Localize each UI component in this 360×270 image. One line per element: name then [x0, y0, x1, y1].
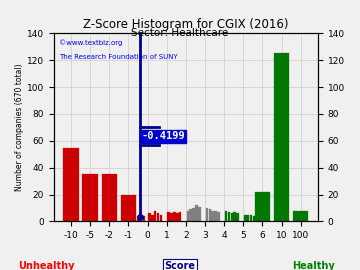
Bar: [250, 215, 252, 221]
Bar: [217, 212, 220, 221]
Text: Sector: Healthcare: Sector: Healthcare: [131, 28, 229, 38]
Bar: [160, 215, 162, 221]
Bar: [173, 212, 176, 221]
Bar: [148, 213, 151, 221]
Bar: [131, 217, 134, 221]
Text: The Research Foundation of SUNY: The Research Foundation of SUNY: [59, 54, 178, 60]
Bar: [154, 211, 157, 221]
Bar: [274, 53, 289, 221]
Bar: [244, 215, 247, 221]
Bar: [63, 147, 78, 221]
Bar: [293, 211, 309, 221]
Bar: [253, 216, 255, 221]
Bar: [225, 211, 228, 221]
Text: ©www.textbiz.org: ©www.textbiz.org: [59, 39, 122, 46]
Bar: [167, 212, 170, 221]
Bar: [206, 208, 208, 221]
Title: Z-Score Histogram for CGIX (2016): Z-Score Histogram for CGIX (2016): [83, 18, 289, 31]
Bar: [247, 215, 249, 221]
Bar: [170, 213, 173, 221]
Bar: [134, 216, 136, 221]
Text: Unhealthy: Unhealthy: [19, 261, 75, 270]
Bar: [214, 211, 217, 221]
Bar: [140, 215, 142, 221]
Bar: [234, 212, 236, 221]
Y-axis label: Number of companies (670 total): Number of companies (670 total): [15, 63, 24, 191]
Bar: [195, 205, 198, 221]
Bar: [102, 174, 117, 221]
Bar: [179, 212, 181, 221]
Bar: [192, 208, 195, 221]
Text: Score: Score: [165, 261, 195, 270]
Bar: [258, 217, 261, 221]
Bar: [157, 213, 159, 221]
Bar: [211, 211, 214, 221]
Bar: [189, 209, 192, 221]
Text: Healthy: Healthy: [292, 261, 334, 270]
Bar: [231, 213, 233, 221]
Bar: [186, 211, 189, 221]
Bar: [82, 174, 98, 221]
Bar: [208, 209, 211, 221]
Bar: [255, 192, 270, 221]
Bar: [176, 213, 179, 221]
Bar: [198, 207, 201, 221]
Text: -0.4199: -0.4199: [141, 131, 185, 141]
Bar: [256, 216, 258, 221]
Bar: [151, 215, 154, 221]
Bar: [237, 213, 239, 221]
Bar: [228, 212, 230, 221]
Bar: [143, 216, 145, 221]
Bar: [137, 219, 139, 221]
Bar: [121, 195, 136, 221]
